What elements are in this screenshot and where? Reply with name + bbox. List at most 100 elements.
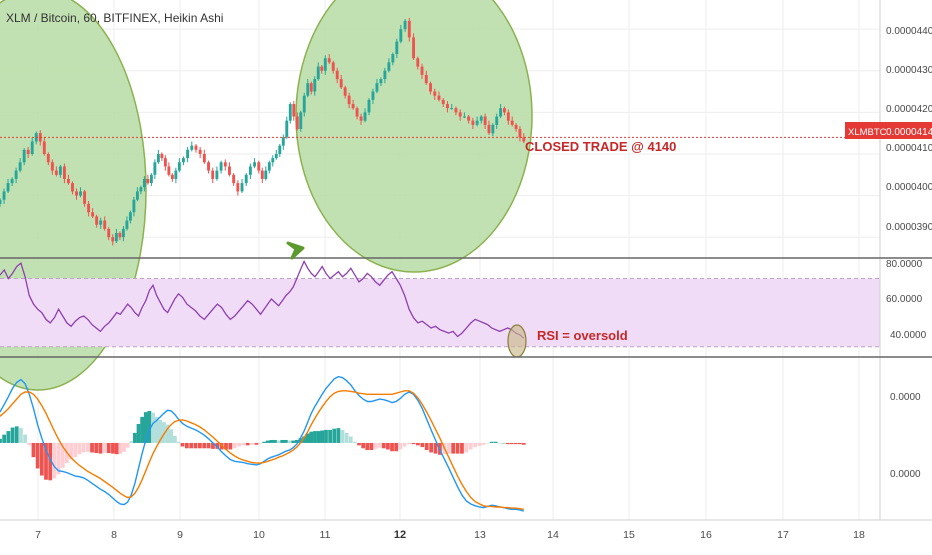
candle-body — [219, 162, 223, 171]
candle-body — [462, 116, 466, 118]
candle-body — [132, 199, 136, 213]
macd-histogram-bar — [114, 442, 119, 455]
macd-tick-label: 0.0000 — [890, 469, 921, 480]
candle-body — [471, 120, 475, 125]
candle-body — [424, 74, 428, 84]
macd-histogram-bar — [258, 442, 263, 444]
macd-histogram-bar — [136, 423, 141, 443]
candle-body — [313, 79, 317, 92]
candle-body — [228, 166, 231, 175]
trade-annotation: CLOSED TRADE @ 4140 — [525, 139, 676, 154]
macd-histogram-bar — [298, 438, 303, 443]
macd-histogram-bar — [381, 442, 386, 449]
candle-body — [323, 58, 327, 71]
candle-body — [288, 104, 292, 121]
macd-histogram-bar — [158, 419, 163, 443]
macd-histogram-bar — [189, 442, 194, 449]
candle-body — [327, 58, 331, 63]
chart-title: XLM / Bitcoin, 60, BITFINEX, Heikin Ashi — [6, 11, 223, 25]
macd-histogram-bar — [90, 442, 94, 453]
candle-body — [2, 191, 6, 200]
signal-line — [0, 390, 524, 510]
macd-histogram-bar — [111, 442, 115, 454]
candle-body — [146, 178, 150, 184]
macd-histogram-bar — [202, 442, 207, 449]
macd-histogram-bar — [302, 436, 306, 443]
macd-histogram-bar — [513, 442, 518, 445]
rsi-annotation: RSI = oversold — [537, 328, 628, 343]
candle-body — [6, 183, 10, 192]
candle-body — [503, 108, 506, 113]
candle-body — [391, 54, 395, 63]
candle-body — [487, 124, 491, 134]
candle-body — [375, 83, 379, 92]
time-tick-label: 10 — [253, 529, 265, 541]
macd-histogram-bar — [357, 442, 361, 446]
candle-body — [18, 162, 22, 171]
macd-histogram-bar — [211, 442, 215, 449]
candle-body — [399, 29, 403, 42]
candle-body — [395, 41, 399, 55]
candle-body — [383, 70, 387, 80]
macd-histogram-bar — [509, 442, 514, 445]
candle-body — [454, 108, 458, 113]
candle-body — [181, 158, 185, 163]
macd-histogram-bar — [336, 428, 341, 443]
macd-histogram-bar — [493, 441, 498, 443]
candle-body — [320, 66, 324, 71]
macd-histogram-bar — [460, 442, 464, 454]
candle-body — [420, 66, 424, 75]
macd-histogram-bar — [273, 439, 277, 443]
macd-histogram-bar — [446, 442, 451, 454]
time-tick-label: 8 — [111, 529, 117, 541]
candle-body — [135, 191, 139, 200]
candle-body — [475, 120, 479, 125]
candle-body — [79, 191, 82, 196]
macd-histogram-bar — [241, 442, 246, 446]
macd-histogram-bar — [485, 442, 490, 444]
candle-body — [198, 149, 202, 154]
candle-body — [14, 170, 18, 179]
macd-histogram-bar — [265, 440, 270, 443]
price-tick-label: 0.00003900 — [886, 222, 932, 233]
time-tick-label: 12 — [394, 529, 406, 541]
candle-body — [91, 212, 95, 217]
macd-histogram-bar — [262, 441, 266, 443]
candle-body — [363, 112, 367, 121]
macd-histogram-bar — [411, 442, 416, 445]
candle-body — [248, 166, 252, 175]
macd-histogram-bar — [284, 439, 288, 443]
macd-histogram-bar — [451, 442, 456, 454]
candle-body — [339, 79, 343, 88]
green-arrow-icon — [286, 241, 305, 260]
candle-body — [264, 170, 268, 179]
macd-histogram-bar — [151, 412, 155, 443]
macd-histogram-bar — [369, 442, 374, 451]
current-price-value: 0.00004140 — [886, 127, 932, 138]
candle-body — [83, 191, 87, 204]
macd-tick-label: 0.0000 — [890, 392, 921, 403]
macd-histogram-bar — [294, 439, 299, 443]
macd-histogram-bar — [416, 442, 420, 446]
candle-body — [42, 141, 46, 154]
macd-histogram-bar — [477, 442, 482, 446]
macd-histogram-bar — [140, 416, 145, 443]
candle-body — [271, 158, 275, 163]
macd-histogram-bar — [245, 442, 250, 446]
candle-body — [510, 120, 514, 125]
macd-histogram-bar — [394, 442, 399, 452]
time-tick-label: 13 — [474, 529, 486, 541]
candle-body — [0, 199, 2, 204]
macd-histogram-bar — [276, 440, 281, 443]
macd-histogram-bar — [232, 442, 237, 449]
candle-body — [514, 124, 518, 129]
macd-histogram-bar — [31, 442, 36, 458]
time-tick-label: 9 — [177, 529, 183, 541]
time-tick-label: 16 — [700, 529, 712, 541]
candle-body — [128, 212, 132, 221]
rsi-band — [0, 278, 880, 347]
macd-histogram-bar — [377, 442, 382, 448]
